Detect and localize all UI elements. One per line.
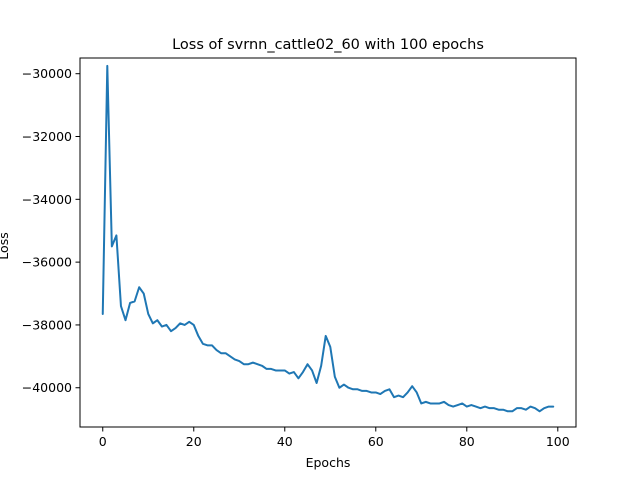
x-tick-label: 60 — [368, 434, 384, 449]
loss-series-line — [101, 64, 555, 413]
plot-frame — [79, 57, 577, 428]
plot-area: 0 20 40 60 80 100 −40000 −38000 −36000 −34000 −320… — [22, 57, 577, 449]
x-tick-label: 100 — [546, 434, 570, 449]
x-tick-label: 0 — [99, 434, 107, 449]
y-tick-label: −30000 — [22, 66, 72, 81]
x-tick-label: 40 — [277, 434, 293, 449]
y-tick-label: −38000 — [22, 317, 72, 332]
x-tick-label: 20 — [186, 434, 202, 449]
chart-title: Loss of svrnn_cattle02_60 with 100 epoch… — [172, 37, 484, 53]
x-axis-label: Epochs — [306, 455, 351, 470]
y-tick-label: −40000 — [22, 380, 72, 395]
y-axis-label: Loss — [0, 232, 11, 259]
y-tick-label: −34000 — [22, 192, 72, 207]
y-tick-label: −36000 — [22, 255, 72, 270]
y-tick-label: −32000 — [22, 129, 72, 144]
x-tick-label: 80 — [459, 434, 475, 449]
